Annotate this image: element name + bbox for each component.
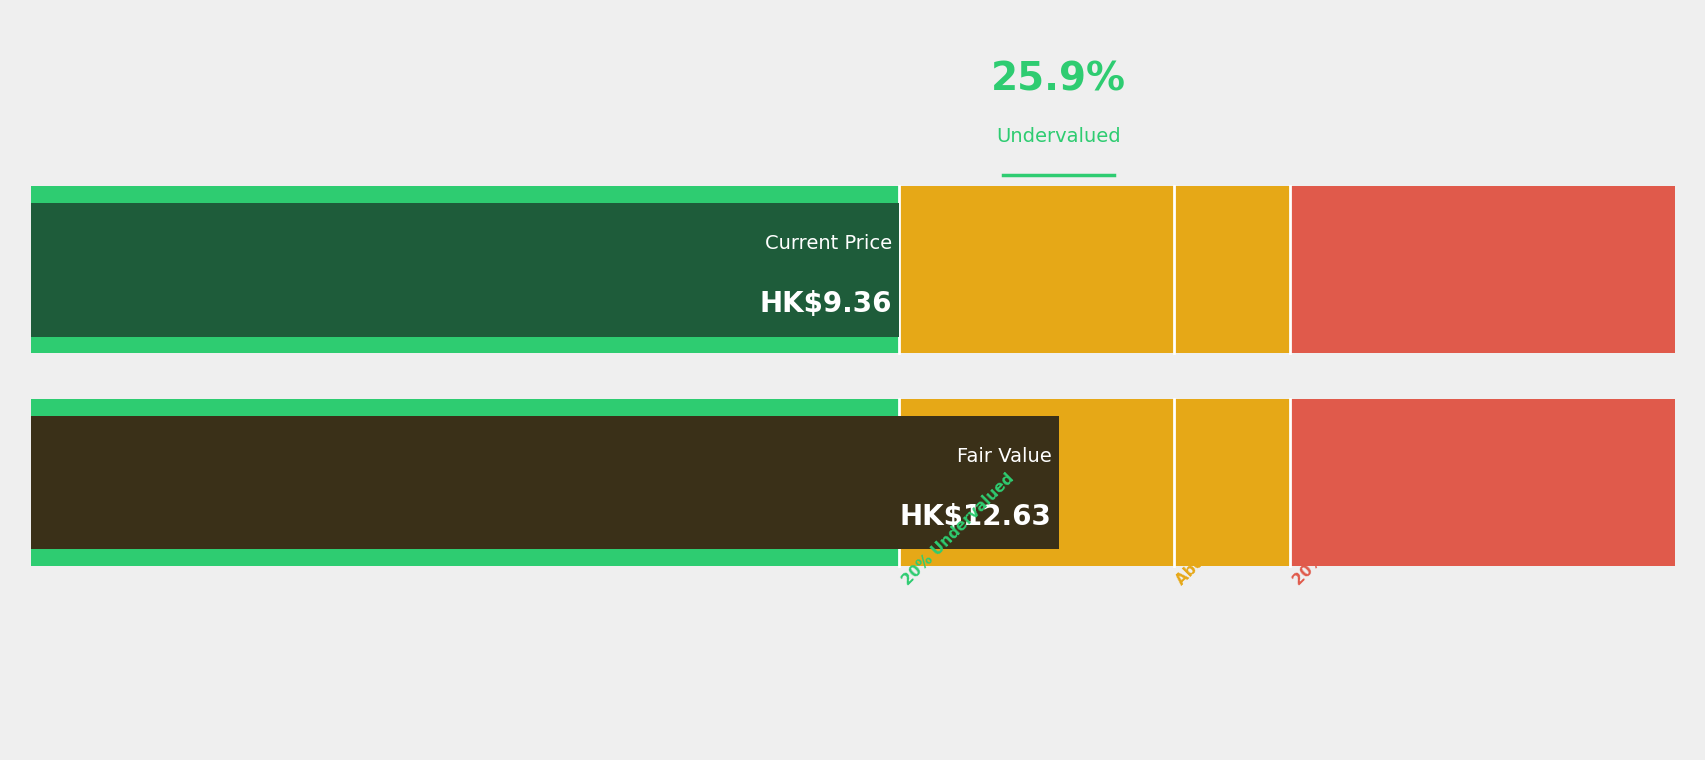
- Text: 20% Undervalued: 20% Undervalued: [899, 470, 1016, 588]
- Bar: [31, 416, 1059, 549]
- Bar: [31, 203, 899, 337]
- Bar: [1173, 186, 1289, 353]
- Bar: [1173, 399, 1289, 566]
- Bar: [1289, 186, 1674, 353]
- Text: Undervalued: Undervalued: [996, 127, 1120, 146]
- Text: Current Price: Current Price: [764, 233, 892, 252]
- Text: HK$12.63: HK$12.63: [899, 503, 1050, 530]
- Bar: [31, 399, 899, 566]
- Bar: [1289, 399, 1674, 566]
- Bar: [899, 399, 1173, 566]
- Text: 25.9%: 25.9%: [991, 61, 1125, 99]
- Text: 20% Overvalued: 20% Overvalued: [1289, 479, 1400, 588]
- Text: About Right: About Right: [1173, 505, 1257, 588]
- Bar: [31, 186, 899, 353]
- Bar: [899, 186, 1173, 353]
- Text: HK$9.36: HK$9.36: [759, 290, 892, 318]
- Text: Fair Value: Fair Value: [957, 447, 1050, 465]
